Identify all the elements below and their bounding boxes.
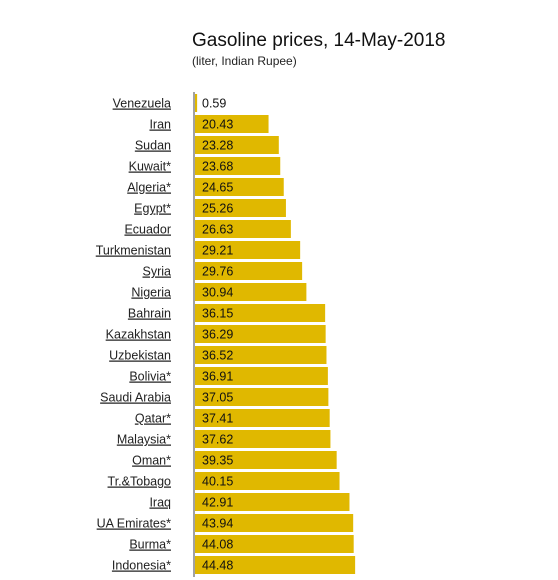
- value-label: 43.94: [202, 517, 233, 531]
- bar: [195, 199, 286, 217]
- value-label: 25.26: [202, 202, 233, 216]
- value-label: 36.52: [202, 349, 233, 363]
- category-label: Iran: [149, 118, 171, 132]
- category-label: Turkmenistan: [96, 244, 171, 258]
- category-label: Qatar*: [135, 412, 171, 426]
- bar: [195, 262, 303, 280]
- category-label: Syria: [143, 265, 172, 279]
- category-label: Bolivia*: [129, 370, 171, 384]
- category-label: Nigeria: [131, 286, 171, 300]
- bar: [195, 535, 354, 553]
- bar: [195, 115, 269, 133]
- category-label: Ecuador: [124, 223, 171, 237]
- bar: [195, 493, 350, 511]
- bar: [195, 514, 354, 532]
- value-label: 0.59: [202, 97, 226, 111]
- category-label: Indonesia*: [112, 559, 171, 573]
- bar: [195, 157, 281, 175]
- category-label: Burma*: [129, 538, 171, 552]
- bar: [195, 220, 291, 238]
- bar: [195, 409, 330, 427]
- value-label: 36.91: [202, 370, 233, 384]
- value-label: 29.21: [202, 244, 233, 258]
- value-label: 37.62: [202, 433, 233, 447]
- category-label: Iraq: [149, 496, 171, 510]
- value-label: 37.05: [202, 391, 233, 405]
- category-label: Egypt*: [134, 202, 171, 216]
- value-label: 44.08: [202, 538, 233, 552]
- bar: [195, 472, 340, 490]
- bar: [195, 178, 284, 196]
- category-label: Venezuela: [113, 97, 171, 111]
- value-label: 24.65: [202, 181, 233, 195]
- value-label: 36.15: [202, 307, 233, 321]
- bar: [195, 388, 329, 406]
- value-label: 39.35: [202, 454, 233, 468]
- value-label: 42.91: [202, 496, 233, 510]
- bar: [195, 304, 326, 322]
- value-label: 30.94: [202, 286, 233, 300]
- value-label: 40.15: [202, 475, 233, 489]
- value-label: 29.76: [202, 265, 233, 279]
- value-label: 23.68: [202, 160, 233, 174]
- value-label: 26.63: [202, 223, 233, 237]
- bar: [195, 346, 327, 364]
- category-label: Algeria*: [127, 181, 171, 195]
- bar: [195, 241, 301, 259]
- value-label: 23.28: [202, 139, 233, 153]
- chart-title: Gasoline prices, 14-May-2018: [192, 30, 446, 51]
- category-label: Saudi Arabia: [100, 391, 171, 405]
- bar: [195, 451, 337, 469]
- category-label: Kazakhstan: [106, 328, 171, 342]
- category-label: Oman*: [132, 454, 171, 468]
- bar: [195, 556, 356, 574]
- category-label: Tr.&Tobago: [108, 475, 172, 489]
- category-label: Malaysia*: [117, 433, 171, 447]
- category-label: Sudan: [135, 139, 171, 153]
- bar: [195, 136, 279, 154]
- value-label: 44.48: [202, 559, 233, 573]
- bar: [195, 367, 328, 385]
- bar: [195, 325, 326, 343]
- chart-subtitle: (liter, Indian Rupee): [192, 54, 297, 68]
- value-label: 36.29: [202, 328, 233, 342]
- category-label: UA Emirates*: [97, 517, 171, 531]
- bar: [195, 283, 307, 301]
- category-label: Kuwait*: [129, 160, 172, 174]
- bar: [195, 94, 198, 112]
- category-label: Uzbekistan: [109, 349, 171, 363]
- value-label: 37.41: [202, 412, 233, 426]
- category-label: Bahrain: [128, 307, 171, 321]
- value-label: 20.43: [202, 118, 233, 132]
- bar: [195, 430, 331, 448]
